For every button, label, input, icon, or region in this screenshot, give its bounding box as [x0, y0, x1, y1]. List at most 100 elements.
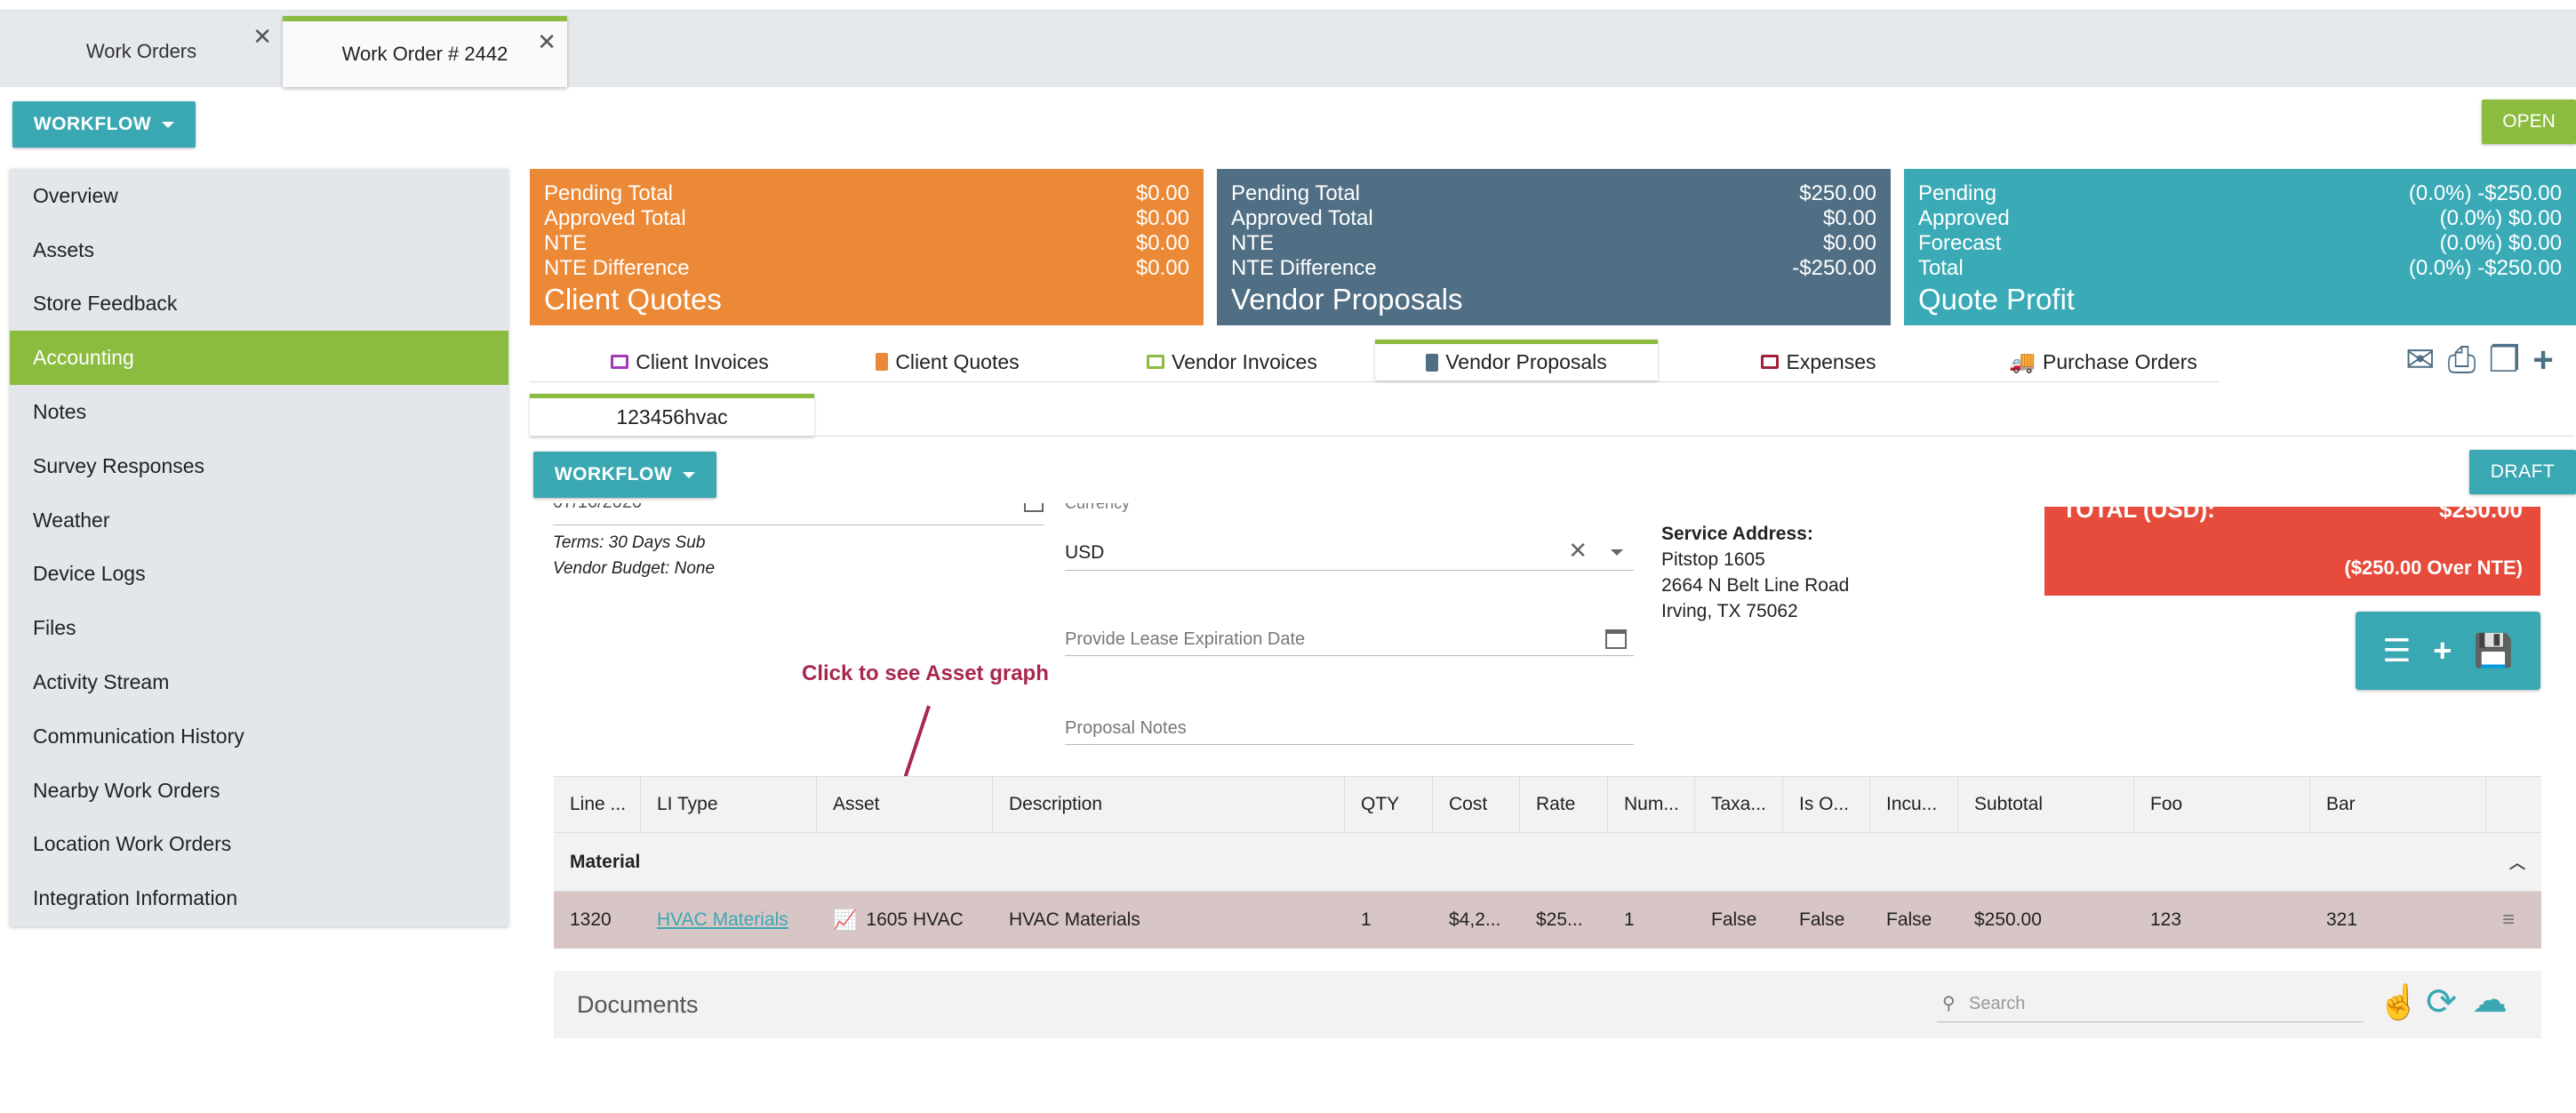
- vendor-proposals-card: Pending Total $250.00 Approved Total $0.00…: [1217, 169, 1891, 325]
- col-header[interactable]: Bar: [2310, 777, 2486, 832]
- tab-vendor-invoices[interactable]: Vendor Invoices: [1116, 341, 1348, 382]
- chevron-up-icon[interactable]: ︿: [2509, 853, 2525, 872]
- quote-profit-card: Pending (0.0%) -$250.00 Approved (0.0%) $0…: [1904, 169, 2576, 325]
- tab-label: Vendor Proposals: [1445, 350, 1607, 373]
- tab-purchase-orders[interactable]: 🚚 Purchase Orders: [1970, 341, 2236, 382]
- table-row[interactable]: 1320 HVAC Materials 📈 1605 HVAC HVAC Mat…: [554, 892, 2541, 949]
- group-row[interactable]: Material ︿: [554, 833, 2541, 892]
- accounting-tabs: Client Invoices Client Quotes Vendor Inv…: [530, 340, 2219, 382]
- tab-client-quotes[interactable]: Client Quotes: [841, 341, 1054, 382]
- col-header[interactable]: Cost: [1433, 777, 1520, 832]
- sidebar-item-store-feedback[interactable]: Store Feedback: [10, 277, 508, 332]
- cell-asset[interactable]: 📈 1605 HVAC: [817, 892, 993, 949]
- col-header[interactable]: QTY: [1345, 777, 1433, 832]
- col-header[interactable]: Num...: [1608, 777, 1695, 832]
- col-header[interactable]: Is O...: [1783, 777, 1870, 832]
- sidebar-item-device-logs[interactable]: Device Logs: [10, 548, 508, 602]
- status-draft-badge[interactable]: DRAFT: [2469, 450, 2576, 494]
- sidebar-item-label: Communication History: [33, 724, 244, 748]
- print-icon[interactable]: ⎙: [2447, 340, 2476, 380]
- sidebar-item-nearby-work-orders[interactable]: Nearby Work Orders: [10, 764, 508, 818]
- date-field[interactable]: 07/16/2020: [553, 503, 1044, 524]
- sidebar-item-survey-responses[interactable]: Survey Responses: [10, 439, 508, 493]
- li-type-link[interactable]: HVAC Materials: [657, 909, 788, 930]
- cell-foo: 123: [2150, 909, 2182, 930]
- close-icon[interactable]: ✕: [252, 23, 272, 50]
- cell-subtotal: $250.00: [1974, 909, 2042, 930]
- workflow-label: WORKFLOW: [33, 114, 152, 134]
- proposal-notes-input[interactable]: Proposal Notes: [1065, 711, 1634, 745]
- proposal-workflow-button[interactable]: WORKFLOW: [533, 452, 716, 498]
- service-address-title: Service Address:: [1661, 524, 1813, 544]
- refresh-icon[interactable]: ⟳: [2426, 981, 2458, 1022]
- sidebar-item-assets[interactable]: Assets: [10, 223, 508, 277]
- add-icon[interactable]: +: [2433, 632, 2452, 669]
- currency-select[interactable]: USD ✕: [1065, 537, 1634, 571]
- col-header[interactable]: Incu...: [1870, 777, 1958, 832]
- sidebar-item-files[interactable]: Files: [10, 601, 508, 655]
- col-header[interactable]: Line ...: [554, 777, 641, 832]
- cell-description: HVAC Materials: [1009, 909, 1140, 930]
- tab-label: 123456hvac: [616, 405, 728, 428]
- lease-expiration-input[interactable]: Provide Lease Expiration Date: [1065, 622, 1634, 656]
- list-icon[interactable]: ☰: [2382, 632, 2412, 669]
- chevron-down-icon[interactable]: [1611, 549, 1623, 556]
- copy-icon[interactable]: ❐: [2488, 340, 2521, 380]
- sidebar-item-label: Assets: [33, 237, 95, 261]
- status-open-badge[interactable]: OPEN: [2482, 100, 2576, 144]
- close-icon[interactable]: ✕: [537, 28, 556, 55]
- col-header[interactable]: Taxa...: [1695, 777, 1783, 832]
- sidebar-item-weather[interactable]: Weather: [10, 493, 508, 548]
- col-header[interactable]: Rate: [1520, 777, 1608, 832]
- search-placeholder: Search: [1969, 994, 2026, 1013]
- top-strip: [0, 0, 2576, 11]
- sidebar-item-label: Nearby Work Orders: [33, 778, 220, 802]
- card-row-label: Pending: [1918, 181, 1997, 205]
- hand-pointer-icon[interactable]: ☝: [2378, 984, 2420, 1021]
- card-row-value: (0.0%) -$250.00: [2408, 256, 2562, 280]
- col-header[interactable]: LI Type: [641, 777, 817, 832]
- card-row-label: Approved Total: [544, 206, 686, 230]
- card-title: Client Quotes: [544, 283, 722, 316]
- col-header[interactable]: Description: [993, 777, 1345, 832]
- add-icon[interactable]: +: [2532, 340, 2554, 380]
- email-icon[interactable]: ✉: [2405, 340, 2436, 380]
- service-address-line: 2664 N Belt Line Road: [1661, 575, 1850, 596]
- sidebar-item-communication-history[interactable]: Communication History: [10, 709, 508, 764]
- tab-work-orders[interactable]: Work Orders ✕: [0, 16, 283, 87]
- calendar-icon[interactable]: [1605, 629, 1627, 649]
- sidebar-item-activity-stream[interactable]: Activity Stream: [10, 655, 508, 709]
- card-row-label: NTE: [1231, 231, 1274, 255]
- card-row-label: NTE Difference: [1231, 256, 1377, 280]
- tab-expenses[interactable]: Expenses: [1721, 341, 1916, 382]
- sidebar-item-location-work-orders[interactable]: Location Work Orders: [10, 818, 508, 872]
- sidebar-item-label: Notes: [33, 400, 87, 424]
- vendor-budget-text: Vendor Budget: None: [553, 559, 716, 578]
- tab-client-invoices[interactable]: Client Invoices: [574, 341, 805, 382]
- save-icon[interactable]: 💾: [2473, 632, 2514, 669]
- sidebar-item-overview[interactable]: Overview: [10, 169, 508, 223]
- sidebar-item-accounting[interactable]: Accounting: [10, 331, 508, 386]
- documents-search[interactable]: ⚲ Search: [1937, 985, 2364, 1022]
- clipboard-icon: [876, 353, 889, 371]
- chart-icon[interactable]: 📈: [833, 909, 858, 931]
- clear-icon[interactable]: ✕: [1568, 537, 1588, 564]
- tab-label: Client Quotes: [895, 349, 1020, 373]
- col-header[interactable]: Asset: [817, 777, 993, 832]
- col-header[interactable]: Foo: [2134, 777, 2310, 832]
- sidebar-item-notes[interactable]: Notes: [10, 385, 508, 439]
- col-header[interactable]: Subtotal: [1958, 777, 2134, 832]
- calendar-icon[interactable]: [1024, 503, 1044, 512]
- drag-handle-icon[interactable]: ≡: [2502, 908, 2516, 932]
- tab-work-order-2442[interactable]: Work Order # 2442 ✕: [283, 16, 567, 87]
- cell-is-o: False: [1799, 909, 1845, 930]
- tab-proposal-123456hvac[interactable]: 123456hvac: [530, 394, 814, 436]
- card-row-value: $0.00: [1135, 231, 1189, 255]
- date-value: 07/16/2020: [553, 503, 642, 513]
- workflow-button[interactable]: WORKFLOW: [12, 101, 196, 148]
- sidebar-item-integration-information[interactable]: Integration Information: [10, 871, 508, 925]
- annotation-text: Click to see Asset graph: [802, 661, 1049, 685]
- cell-line: 1320: [570, 909, 612, 930]
- tab-vendor-proposals[interactable]: Vendor Proposals: [1375, 340, 1658, 380]
- cloud-upload-icon[interactable]: ☁: [2472, 981, 2508, 1020]
